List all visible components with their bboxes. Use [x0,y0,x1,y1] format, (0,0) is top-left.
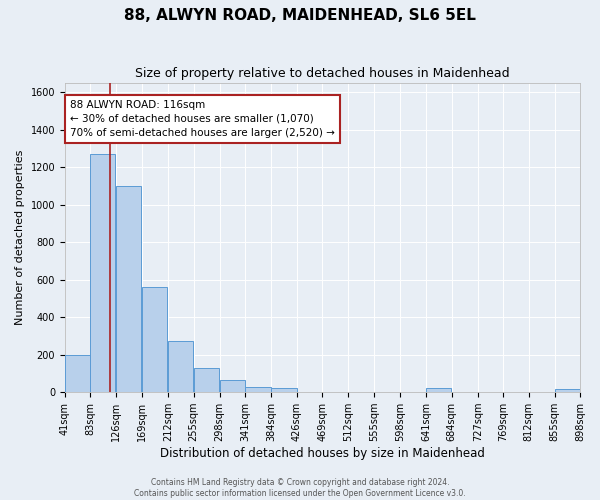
Text: 88 ALWYN ROAD: 116sqm
← 30% of detached houses are smaller (1,070)
70% of semi-d: 88 ALWYN ROAD: 116sqm ← 30% of detached … [70,100,335,138]
Text: Contains HM Land Registry data © Crown copyright and database right 2024.
Contai: Contains HM Land Registry data © Crown c… [134,478,466,498]
Bar [426,388,451,392]
Text: 88, ALWYN ROAD, MAIDENHEAD, SL6 5EL: 88, ALWYN ROAD, MAIDENHEAD, SL6 5EL [124,8,476,22]
Bar [168,340,193,392]
Title: Size of property relative to detached houses in Maidenhead: Size of property relative to detached ho… [135,68,510,80]
Bar [555,390,580,392]
Bar [65,354,90,392]
Y-axis label: Number of detached properties: Number of detached properties [15,150,25,326]
Bar [142,288,167,392]
Bar [116,186,142,392]
X-axis label: Distribution of detached houses by size in Maidenhead: Distribution of detached houses by size … [160,447,485,460]
Bar [194,368,219,392]
Bar [220,380,245,392]
Bar [245,386,271,392]
Bar [271,388,296,392]
Bar [90,154,115,392]
